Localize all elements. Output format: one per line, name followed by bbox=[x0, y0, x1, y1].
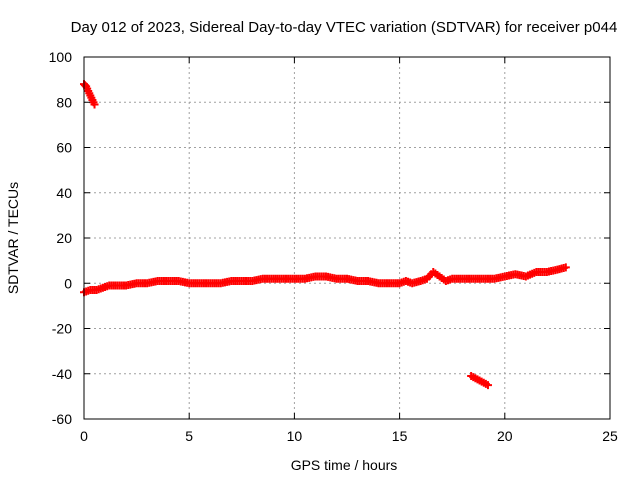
y-axis-label: SDTVAR / TECUs bbox=[5, 182, 21, 294]
x-tick-label: 10 bbox=[287, 428, 303, 444]
y-tick-label: -20 bbox=[52, 321, 72, 337]
y-tick-labels: -60 -40 -20 0 20 40 60 80 100 bbox=[49, 49, 73, 427]
tick-marks bbox=[83, 56, 611, 420]
y-tick-label: -40 bbox=[52, 366, 72, 382]
x-tick-label: 0 bbox=[80, 428, 88, 444]
y-tick-label: 100 bbox=[49, 49, 73, 65]
chart-title: Day 012 of 2023, Sidereal Day-to-day VTE… bbox=[71, 19, 618, 36]
series-upper-early-segment bbox=[80, 80, 99, 109]
plot-frame bbox=[83, 56, 611, 420]
x-tick-label: 5 bbox=[185, 428, 193, 444]
x-tick-label: 20 bbox=[497, 428, 513, 444]
y-tick-label: 60 bbox=[56, 140, 72, 156]
y-tick-label: 20 bbox=[56, 230, 72, 246]
x-tick-labels: 0 5 10 15 20 25 bbox=[80, 428, 618, 444]
series-lower-late-segment bbox=[467, 372, 492, 390]
x-axis-label: GPS time / hours bbox=[291, 457, 398, 473]
series-main-band bbox=[80, 263, 570, 297]
x-tick-label: 15 bbox=[392, 428, 408, 444]
data-point bbox=[561, 263, 570, 272]
grid-lines bbox=[84, 57, 610, 419]
y-tick-label: 40 bbox=[56, 185, 72, 201]
y-tick-label: -60 bbox=[52, 411, 72, 427]
y-tick-label: 0 bbox=[64, 275, 72, 291]
x-tick-label: 25 bbox=[602, 428, 618, 444]
y-tick-label: 80 bbox=[56, 94, 72, 110]
data-points bbox=[80, 80, 570, 390]
data-point bbox=[483, 381, 492, 390]
data-point bbox=[90, 100, 99, 109]
